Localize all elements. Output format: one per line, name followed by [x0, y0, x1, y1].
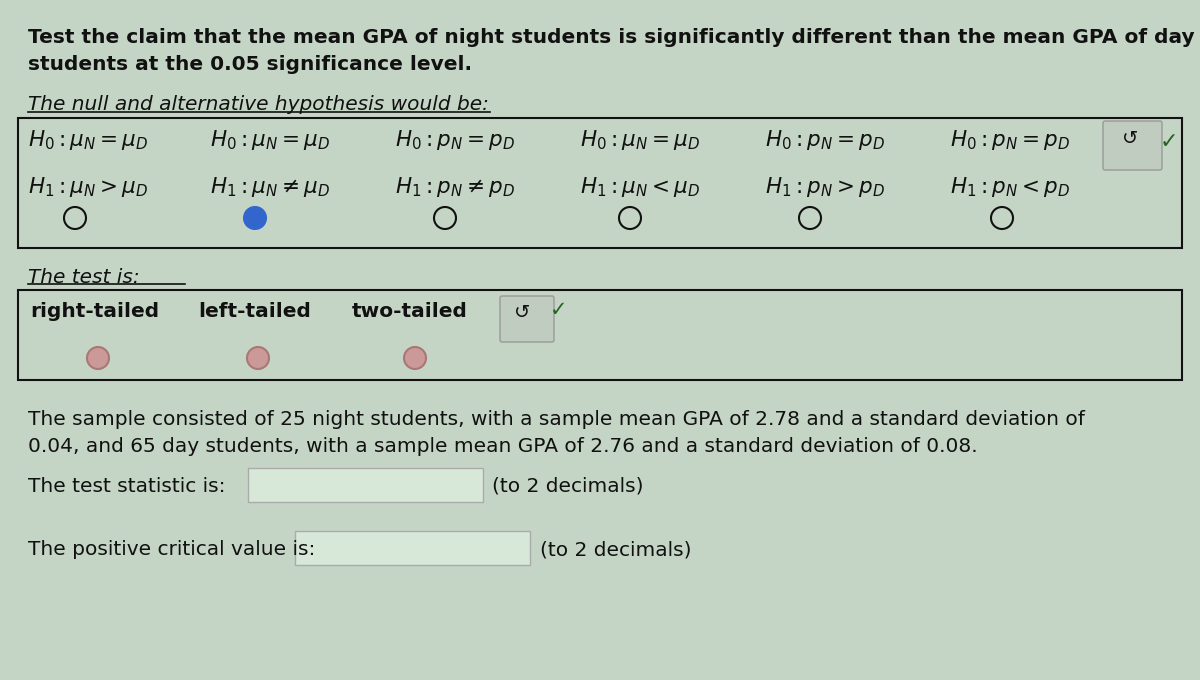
Bar [18, 118, 1182, 248]
Text: $H_0: \mu_N = \mu_D$: $H_0: \mu_N = \mu_D$ [580, 128, 701, 152]
Text: $\circlearrowleft$: $\circlearrowleft$ [1118, 128, 1139, 147]
Circle shape [247, 347, 269, 369]
Text: $H_1: \mu_N > \mu_D$: $H_1: \mu_N > \mu_D$ [28, 175, 149, 199]
Text: $H_1: p_N > p_D$: $H_1: p_N > p_D$ [766, 175, 886, 199]
Text: $H_0: p_N = p_D$: $H_0: p_N = p_D$ [766, 128, 886, 152]
Text: The test is:: The test is: [28, 268, 139, 287]
Text: left-tailed: left-tailed [198, 302, 311, 321]
Circle shape [404, 347, 426, 369]
Text: (to 2 decimals): (to 2 decimals) [540, 540, 691, 559]
Text: $H_1: p_N < p_D$: $H_1: p_N < p_D$ [950, 175, 1070, 199]
Text: The test statistic is:: The test statistic is: [28, 477, 226, 496]
Text: The positive critical value is:: The positive critical value is: [28, 540, 316, 559]
Text: $H_1: \mu_N < \mu_D$: $H_1: \mu_N < \mu_D$ [580, 175, 701, 199]
Text: $H_0: p_N = p_D$: $H_0: p_N = p_D$ [395, 128, 515, 152]
Text: right-tailed: right-tailed [30, 302, 160, 321]
Text: The null and alternative hypothesis would be:: The null and alternative hypothesis woul… [28, 95, 488, 114]
Bar [295, 531, 530, 565]
Text: $H_1: p_N \neq p_D$: $H_1: p_N \neq p_D$ [395, 175, 515, 199]
Bar [18, 290, 1182, 380]
FancyBboxPatch shape [500, 296, 554, 342]
Text: ✓: ✓ [550, 300, 568, 320]
Text: $H_1: \mu_N \neq \mu_D$: $H_1: \mu_N \neq \mu_D$ [210, 175, 330, 199]
Text: 0.04, and 65 day students, with a sample mean GPA of 2.76 and a standard deviati: 0.04, and 65 day students, with a sample… [28, 437, 978, 456]
Text: Test the claim that the mean GPA of night students is significantly different th: Test the claim that the mean GPA of nigh… [28, 28, 1195, 47]
Text: The sample consisted of 25 night students, with a sample mean GPA of 2.78 and a : The sample consisted of 25 night student… [28, 410, 1085, 429]
Text: $H_0: p_N = p_D$: $H_0: p_N = p_D$ [950, 128, 1070, 152]
Text: (to 2 decimals): (to 2 decimals) [492, 477, 643, 496]
Text: ✓: ✓ [1160, 132, 1178, 152]
Circle shape [88, 347, 109, 369]
Circle shape [245, 208, 265, 228]
FancyBboxPatch shape [1103, 121, 1162, 170]
Text: two-tailed: two-tailed [352, 302, 468, 321]
Text: $\circlearrowleft$: $\circlearrowleft$ [510, 302, 530, 321]
Text: $H_0: \mu_N = \mu_D$: $H_0: \mu_N = \mu_D$ [210, 128, 330, 152]
Text: students at the 0.05 significance level.: students at the 0.05 significance level. [28, 55, 472, 74]
Bar [248, 468, 482, 502]
Text: $H_0: \mu_N = \mu_D$: $H_0: \mu_N = \mu_D$ [28, 128, 149, 152]
